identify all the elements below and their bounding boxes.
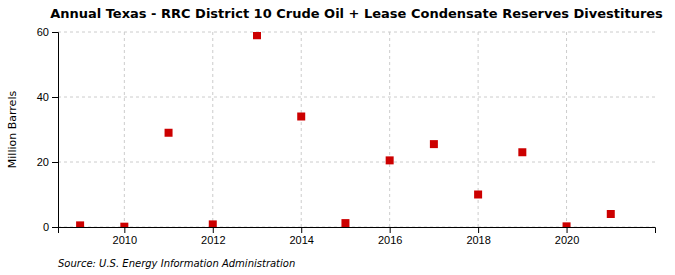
tick-mark: [213, 227, 214, 233]
x-axis: 2010 2012 2014 2016 2018 2020: [59, 227, 656, 246]
point: [474, 191, 482, 199]
tick-mark: [52, 97, 58, 98]
y-axis: 0 20 40 60: [37, 26, 59, 233]
tick-mark: [390, 227, 391, 233]
tick: 2012: [201, 227, 225, 246]
point: [253, 32, 261, 39]
tick-label: 20: [37, 156, 49, 168]
grid-line: [124, 32, 125, 227]
tick-mark: [52, 227, 58, 228]
tick-label: 40: [37, 91, 49, 103]
tick: 2020: [555, 227, 579, 246]
grid-line: [58, 97, 655, 98]
tick-label: 2010: [113, 234, 137, 246]
tick-label: 2020: [555, 234, 579, 246]
point: [209, 220, 217, 227]
tick-mark: [478, 227, 479, 233]
grid-line: [58, 32, 655, 33]
tick-mark: [567, 227, 568, 233]
point: [430, 140, 438, 148]
point: [518, 148, 526, 156]
point: [76, 221, 84, 227]
tick: 60: [37, 26, 58, 38]
point: [607, 210, 615, 218]
source-note: Source: U.S. Energy Information Administ…: [58, 258, 295, 269]
tick-mark: [52, 32, 58, 33]
tick-label: 2014: [289, 234, 313, 246]
grid-line: [389, 32, 390, 227]
grid-line: [566, 32, 567, 227]
axis-line: [52, 33, 59, 228]
point: [120, 223, 128, 227]
tick: 2018: [466, 227, 490, 246]
tick-mark: [52, 162, 58, 163]
point: [341, 219, 349, 227]
plot-area: 2010 2012 2014 2016 2018 2020 0 20 40 60: [37, 26, 656, 246]
tick: 0: [43, 221, 58, 233]
title: Annual Texas - RRC District 10 Crude Oil…: [50, 6, 663, 21]
point: [563, 222, 571, 227]
tick: 40: [37, 91, 58, 103]
point: [165, 129, 173, 137]
points: [76, 32, 615, 227]
tick-mark: [301, 227, 302, 233]
tick: 2014: [289, 227, 313, 246]
grid-line: [212, 32, 213, 227]
tick-mark: [124, 227, 125, 233]
tick-label: 60: [37, 26, 49, 38]
y-axis-label: Million Barrels: [6, 91, 19, 169]
tick: 2016: [378, 227, 402, 246]
point: [297, 113, 305, 121]
point: [386, 156, 394, 164]
grid-line: [301, 32, 302, 227]
tick-label: 2018: [466, 234, 490, 246]
tick-label: 0: [43, 221, 49, 233]
axis-line: [59, 228, 656, 234]
grid-line: [58, 162, 655, 163]
tick-label: 2012: [201, 234, 225, 246]
grid: [58, 32, 655, 227]
tick-label: 2016: [378, 234, 402, 246]
chart: 2010 2012 2014 2016 2018 2020 0 20 40 60Annual Te…: [0, 0, 675, 275]
tick: 20: [37, 156, 58, 168]
tick: 2010: [113, 227, 137, 246]
